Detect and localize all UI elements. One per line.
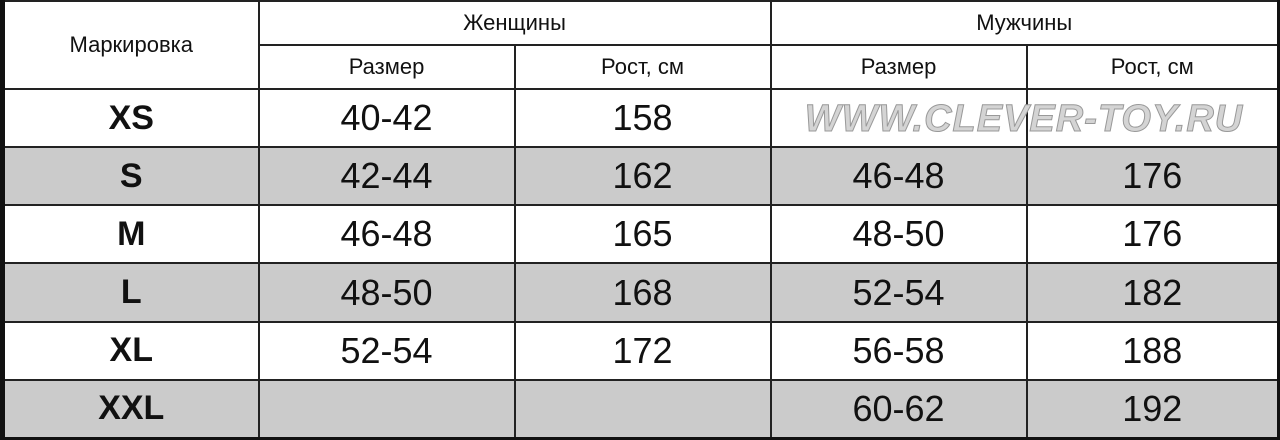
women-height-cell: 165 bbox=[513, 204, 772, 265]
table-row: S 42-44 162 46-48 176 bbox=[1, 146, 1280, 207]
women-height-cell: 172 bbox=[513, 320, 772, 381]
men-size-cell bbox=[769, 87, 1028, 149]
header-women-size: Размер bbox=[257, 44, 516, 90]
table-row: L 48-50 168 52-54 182 bbox=[1, 262, 1280, 323]
women-height-cell: 158 bbox=[513, 87, 772, 149]
header-men-height: Рост, см bbox=[1025, 44, 1280, 90]
size-mark-cell: XL bbox=[1, 320, 260, 381]
men-size-cell: 48-50 bbox=[769, 204, 1028, 265]
header-women: Женщины bbox=[257, 0, 772, 46]
women-size-cell: 52-54 bbox=[257, 320, 516, 381]
men-height-cell bbox=[1025, 87, 1280, 149]
header-men-size: Размер bbox=[769, 44, 1028, 90]
women-size-cell: 46-48 bbox=[257, 204, 516, 265]
women-size-cell: 42-44 bbox=[257, 146, 516, 207]
table-row: XXL 60-62 192 bbox=[1, 378, 1280, 440]
size-mark-cell: XXL bbox=[1, 378, 260, 440]
header-marking: Маркировка bbox=[1, 0, 260, 90]
men-height-cell: 176 bbox=[1025, 204, 1280, 265]
men-size-cell: 56-58 bbox=[769, 320, 1028, 381]
men-height-cell: 182 bbox=[1025, 262, 1280, 323]
header-men: Мужчины bbox=[769, 0, 1280, 46]
men-height-cell: 176 bbox=[1025, 146, 1280, 207]
header-women-height: Рост, см bbox=[513, 44, 772, 90]
women-height-cell: 168 bbox=[513, 262, 772, 323]
women-size-cell: 48-50 bbox=[257, 262, 516, 323]
size-mark-cell: M bbox=[1, 204, 260, 265]
women-height-cell bbox=[513, 378, 772, 440]
men-size-cell: 52-54 bbox=[769, 262, 1028, 323]
women-size-cell bbox=[257, 378, 516, 440]
women-height-cell: 162 bbox=[513, 146, 772, 207]
size-mark-cell: S bbox=[1, 146, 260, 207]
men-size-cell: 46-48 bbox=[769, 146, 1028, 207]
table-row: XS 40-42 158 bbox=[1, 87, 1280, 149]
size-mark-cell: L bbox=[1, 262, 260, 323]
women-size-cell: 40-42 bbox=[257, 87, 516, 149]
men-size-cell: 60-62 bbox=[769, 378, 1028, 440]
table-row: M 46-48 165 48-50 176 bbox=[1, 204, 1280, 265]
size-mark-cell: XS bbox=[1, 87, 260, 149]
men-height-cell: 188 bbox=[1025, 320, 1280, 381]
men-height-cell: 192 bbox=[1025, 378, 1280, 440]
table-row: XL 52-54 172 56-58 188 bbox=[1, 320, 1280, 381]
